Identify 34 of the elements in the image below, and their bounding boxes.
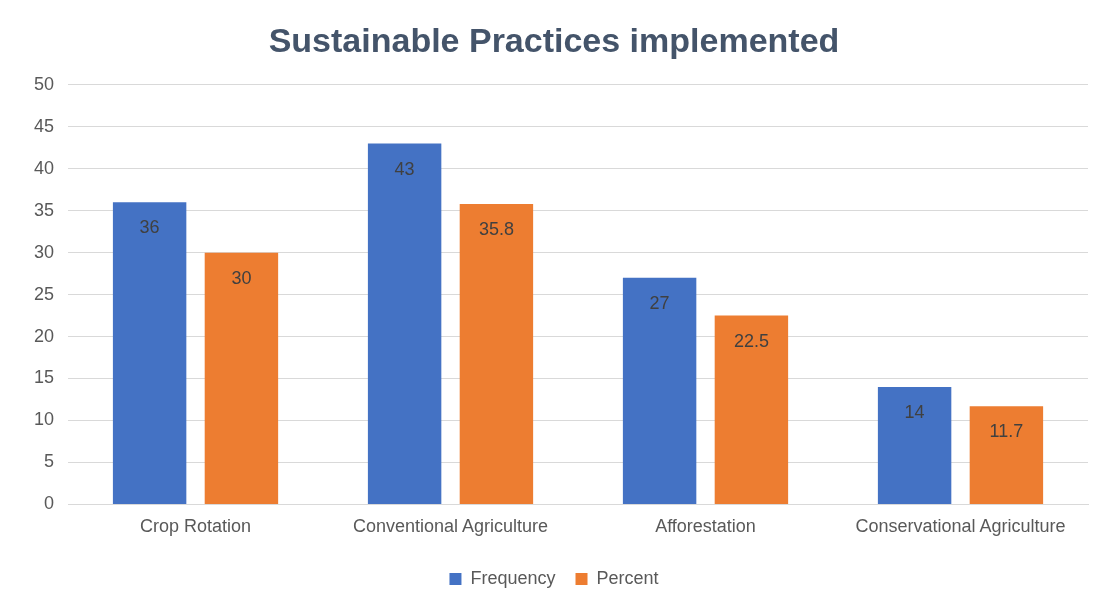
data-label: 35.8 <box>478 218 514 239</box>
legend-label: Frequency <box>470 567 556 588</box>
y-tick-label: 0 <box>44 493 55 514</box>
y-tick-label: 50 <box>33 73 55 94</box>
x-tick-label: Crop Rotation <box>139 516 252 537</box>
data-label: 27 <box>649 292 670 313</box>
bar <box>459 203 534 504</box>
y-tick-label: 15 <box>33 367 55 388</box>
bar <box>367 143 442 504</box>
data-label: 36 <box>139 217 160 238</box>
x-tick-label: Afforestation <box>655 516 756 537</box>
bar <box>622 277 697 504</box>
data-label: 14 <box>904 401 925 422</box>
data-label: 30 <box>231 267 252 288</box>
x-tick-label: Conservational Agriculture <box>855 516 1066 537</box>
y-tick-label: 30 <box>33 241 55 262</box>
bar <box>877 386 952 504</box>
data-label: 11.7 <box>989 421 1024 442</box>
legend-label: Percent <box>596 567 659 588</box>
bar <box>204 252 279 504</box>
chart-title: Sustainable Practices implemented <box>268 20 840 59</box>
y-tick-label: 40 <box>33 157 55 178</box>
y-tick-label: 20 <box>33 325 55 346</box>
y-tick-label: 5 <box>44 451 55 472</box>
bar <box>112 202 187 504</box>
y-tick-label: 35 <box>33 199 55 220</box>
bar <box>969 406 1044 504</box>
data-label: 22.5 <box>733 330 769 351</box>
y-tick-label: 10 <box>33 409 55 430</box>
x-tick-label: Conventional Agriculture <box>352 516 549 537</box>
bar <box>714 315 789 504</box>
y-tick-label: 45 <box>33 115 55 136</box>
y-tick-label: 25 <box>33 283 55 304</box>
data-label: 43 <box>394 158 415 179</box>
